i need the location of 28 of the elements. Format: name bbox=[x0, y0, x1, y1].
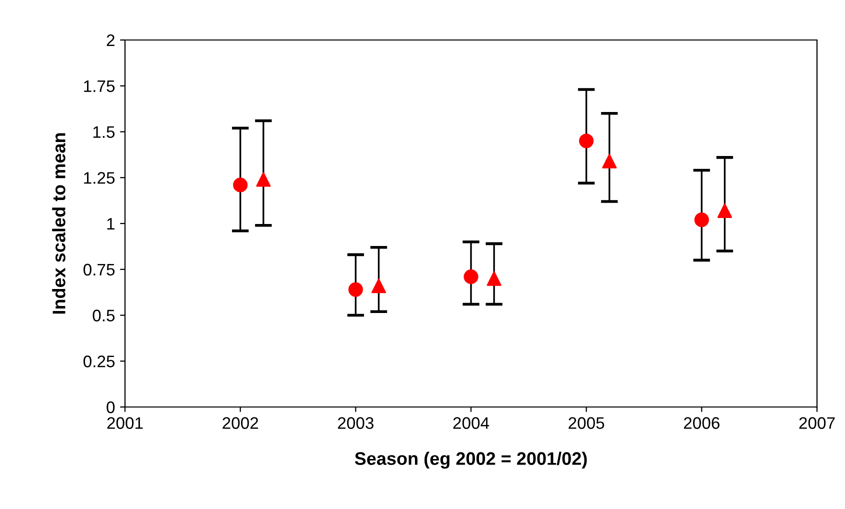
x-tick-label: 2001 bbox=[107, 417, 143, 429]
x-tick-label: 2005 bbox=[568, 417, 604, 429]
point bbox=[371, 278, 386, 294]
point bbox=[464, 269, 478, 284]
y-tick-label: 1.5 bbox=[93, 126, 115, 138]
x-tick-label: 2006 bbox=[684, 417, 720, 429]
point bbox=[579, 134, 594, 148]
point bbox=[602, 154, 617, 168]
x-axis-title: Season (eg 2002 = 2001/02) bbox=[354, 452, 587, 469]
x-tick-label: 2002 bbox=[222, 417, 258, 429]
point bbox=[233, 178, 248, 192]
point bbox=[256, 172, 271, 187]
x-tick-label: 2004 bbox=[453, 417, 490, 429]
y-tick-label: 0.5 bbox=[92, 310, 115, 322]
point bbox=[694, 212, 709, 228]
x-tick-label: 2007 bbox=[799, 417, 835, 429]
y-axis-title: Index scaled to mean bbox=[52, 133, 66, 314]
x-tick-label: 2003 bbox=[338, 417, 374, 429]
point bbox=[486, 271, 502, 286]
y-tick-label: 1.75 bbox=[84, 80, 115, 92]
y-tick-label: 1.25 bbox=[84, 172, 115, 184]
y-tick-label: 2 bbox=[106, 34, 114, 46]
y-tick-label: 0.25 bbox=[83, 356, 115, 368]
point bbox=[348, 282, 363, 297]
point bbox=[717, 203, 732, 218]
y-tick-label: 0 bbox=[106, 401, 115, 414]
y-tick-label: 0.75 bbox=[83, 264, 115, 276]
y-tick-label: 1 bbox=[107, 218, 114, 230]
